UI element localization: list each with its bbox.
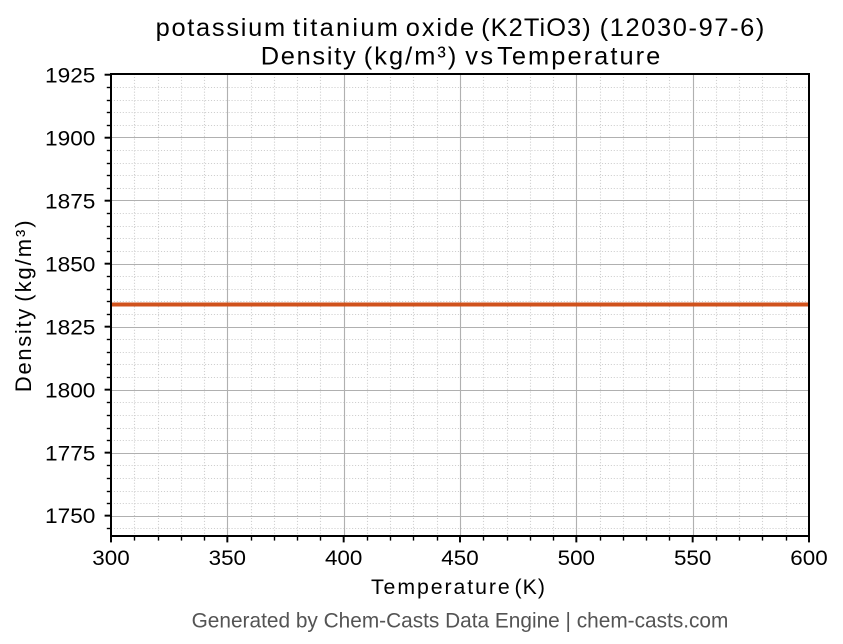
svg-text:600: 600 [790, 546, 827, 570]
svg-text:1750: 1750 [45, 504, 95, 528]
svg-text:1925: 1925 [45, 63, 95, 87]
svg-text:Density(kg/m³): Density(kg/m³) [11, 220, 36, 392]
svg-text:300: 300 [92, 546, 129, 570]
svg-text:Temperature(K): Temperature (K) [371, 575, 545, 599]
svg-text:1850: 1850 [45, 252, 95, 276]
svg-text:1900: 1900 [45, 126, 95, 150]
svg-text:1875: 1875 [45, 189, 95, 213]
svg-text:Generated by Chem-Casts Data E: Generated by Chem-Casts Data Engine | ch… [192, 610, 729, 633]
svg-text:1775: 1775 [45, 441, 95, 465]
svg-text:450: 450 [441, 546, 478, 570]
svg-text:350: 350 [209, 546, 246, 570]
svg-text:1825: 1825 [45, 315, 95, 339]
svg-text:500: 500 [558, 546, 595, 570]
svg-text:550: 550 [674, 546, 711, 570]
svg-text:1800: 1800 [45, 378, 95, 402]
svg-text:400: 400 [325, 546, 362, 570]
